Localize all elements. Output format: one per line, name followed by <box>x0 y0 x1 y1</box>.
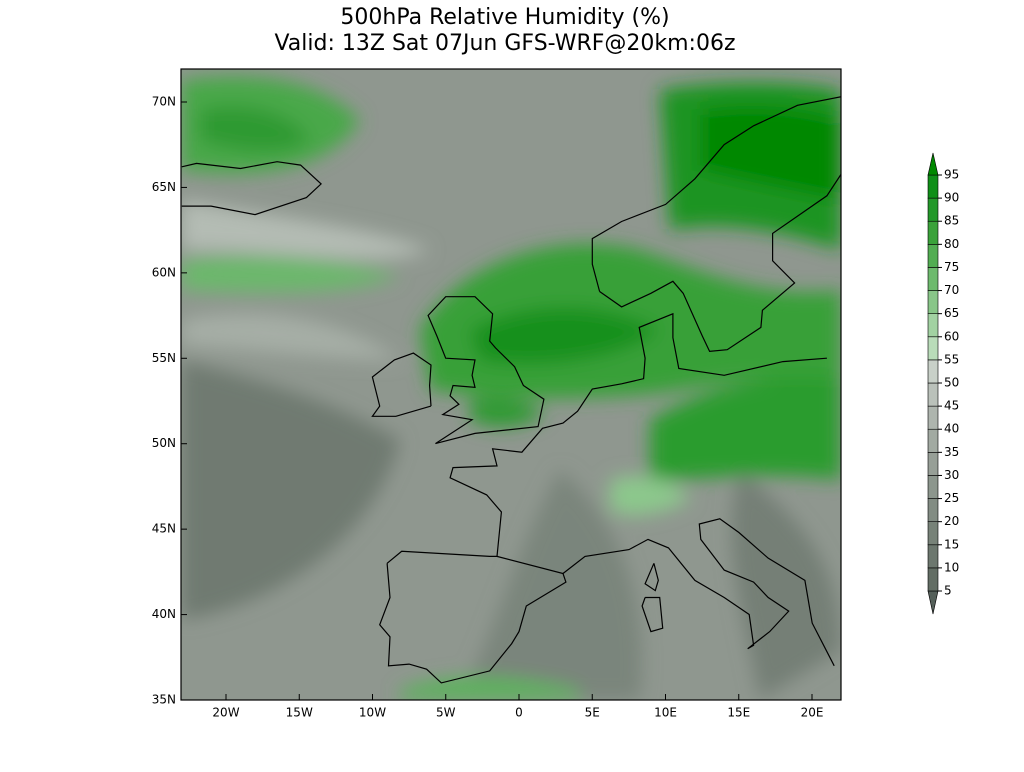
colorbar-band <box>927 220 939 245</box>
lat-label: 40N <box>152 607 176 621</box>
colorbar-band <box>927 521 939 546</box>
lat-label: 70N <box>152 95 176 109</box>
coastline <box>644 563 659 592</box>
coastline <box>562 518 835 667</box>
colorbar-band <box>927 567 939 592</box>
colorbar-label: 90 <box>944 191 959 205</box>
colorbar-label: 85 <box>944 214 959 228</box>
coastline <box>379 550 567 684</box>
colorbar-band <box>927 544 939 569</box>
axes: 70N 65N 60N 55N 50N 45N 40N 35N 20W 15W 10W 5W 0 5E 10… <box>152 95 824 720</box>
colorbar-band <box>927 382 939 407</box>
lon-label: 10E <box>654 706 677 720</box>
lon-label: 0 <box>515 706 523 720</box>
colorbar-label: 45 <box>944 399 959 413</box>
lat-label: 45N <box>152 522 176 536</box>
lon-label: 5E <box>585 706 600 720</box>
coastline <box>591 96 841 292</box>
colorbar-label: 25 <box>944 491 959 505</box>
colorbar-band <box>927 452 939 476</box>
coastline <box>449 312 827 557</box>
colorbar-label: 10 <box>944 560 959 574</box>
colorbar-band <box>927 244 939 268</box>
colorbar-band <box>927 197 939 222</box>
colorbar-label: 75 <box>944 260 959 274</box>
colorbar-band <box>927 428 939 453</box>
colorbar-end <box>927 590 939 615</box>
lat-label: 55N <box>152 351 176 365</box>
colorbar-band <box>927 405 939 430</box>
lat-label: 65N <box>152 180 176 194</box>
coastline <box>641 596 664 633</box>
colorbar-label: 65 <box>944 306 959 320</box>
colorbar-label: 35 <box>944 445 959 459</box>
coastline <box>371 352 432 417</box>
lat-label: 60N <box>152 265 176 279</box>
colorbar-label: 80 <box>944 237 959 251</box>
lon-label: 20W <box>212 706 239 720</box>
colorbar-label: 55 <box>944 352 959 366</box>
colorbar-label: 70 <box>944 283 959 297</box>
colorbar-label: 30 <box>944 468 959 482</box>
lon-label: 5W <box>436 706 456 720</box>
lon-label: 20E <box>801 706 824 720</box>
colorbar-band <box>927 290 939 314</box>
colorbar-end <box>927 152 939 176</box>
colorbar-band <box>927 359 939 384</box>
coastline <box>599 173 841 353</box>
coastlines <box>181 96 841 684</box>
colorbar-label: 60 <box>944 329 959 343</box>
colorbar-label: 50 <box>944 376 959 390</box>
lon-label: 15W <box>286 706 313 720</box>
lon-label: 10W <box>359 706 386 720</box>
colorbar-label: 40 <box>944 422 959 436</box>
lat-label: 35N <box>152 693 176 707</box>
colorbar-label: 5 <box>944 584 952 598</box>
colorbar-label: 95 <box>944 168 959 182</box>
colorbar: 5 10 15 20 25 30 35 40 45 50 55 60 65 70 75 80 85 90 95 <box>927 152 959 615</box>
colorbar-band <box>927 475 939 499</box>
colorbar-label: 15 <box>944 537 959 551</box>
colorbar-band <box>927 174 939 199</box>
lat-label: 50N <box>152 436 176 450</box>
subtitle: Valid: 13Z Sat 07Jun GFS-WRF@20km:06z <box>274 31 735 56</box>
colorbar-band <box>927 336 939 361</box>
lon-label: 15E <box>727 706 750 720</box>
colorbar-band <box>927 313 939 338</box>
coastline <box>181 161 322 216</box>
map-frame <box>180 68 842 701</box>
colorbar-band <box>927 267 939 291</box>
colorbar-band <box>927 498 939 522</box>
humidity-field <box>181 69 841 700</box>
title: 500hPa Relative Humidity (%) <box>340 5 669 30</box>
colorbar-label: 20 <box>944 514 959 528</box>
coastline <box>427 296 545 445</box>
